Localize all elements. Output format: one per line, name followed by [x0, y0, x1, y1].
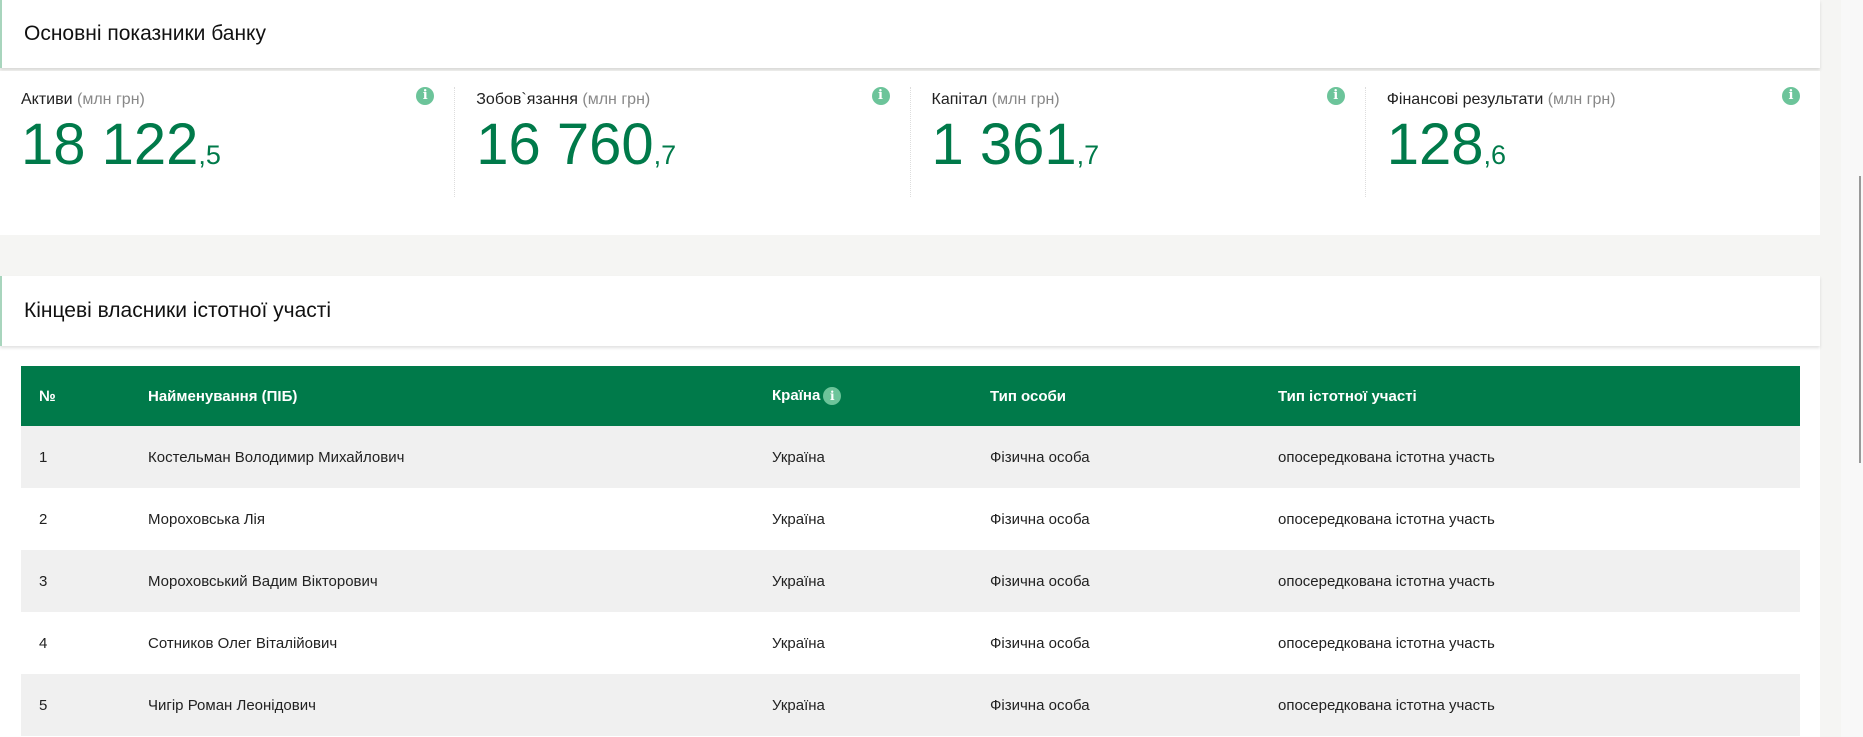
- cell-name: Сотников Олег Віталійович: [148, 634, 338, 652]
- col-name: Найменування (ПІБ): [148, 366, 772, 426]
- table-row: 5 Чигір Роман Леонідович Україна Фізична ос…: [21, 674, 1800, 736]
- table-row: 3 Мороховський Вадим Вікторович Україна Фіз…: [21, 550, 1800, 612]
- cell-number: 5: [21, 674, 148, 736]
- cell-number: 4: [39, 634, 48, 652]
- info-icon[interactable]: i: [416, 87, 435, 105]
- cell-country: Україна: [772, 550, 990, 612]
- col-person-type: Тип особи: [990, 366, 1278, 426]
- col-country: Країна i: [772, 366, 990, 426]
- metric-unit: (млн грн): [1547, 91, 1616, 108]
- metric-liabilities: Зобов`язання (млн грн) 16 760,7 i: [454, 87, 909, 197]
- cell-participation-type: опосередкована істотна участь: [1278, 426, 1800, 488]
- metrics-panel: Активи (млн грн) 18 122,5 i Зобов`язання…: [0, 71, 1820, 235]
- metric-decimal: ,5: [198, 140, 221, 170]
- cell-name: Костельман Володимир Михайлович: [148, 426, 772, 488]
- cell-participation-type: опосередкована істотна участь: [1278, 510, 1495, 528]
- cell-name: Мороховська Лія: [148, 510, 266, 528]
- info-icon[interactable]: i: [823, 387, 842, 406]
- cell-country: Україна: [772, 426, 990, 488]
- metric-label: Активи: [21, 91, 73, 108]
- metric-label: Фінансові результати: [1386, 91, 1544, 108]
- metric-decimal: ,7: [653, 140, 677, 170]
- col-country-label: Країна: [772, 386, 821, 404]
- owners-table: № Найменування (ПІБ) Країна i Тип особи Т…: [21, 366, 1800, 736]
- cell-person-type: Фізична особа: [990, 510, 1090, 528]
- owners-card: Кінцеві власники істотної участі № Найме…: [0, 276, 1820, 737]
- metric-assets: Активи (млн грн) 18 122,5 i: [0, 87, 454, 197]
- metric-unit: (млн грн): [991, 91, 1060, 108]
- cell-country: Україна: [772, 634, 825, 652]
- metric-decimal: ,7: [1076, 140, 1100, 170]
- table-row: 2 Мороховська Лія Україна Фізична особа опос…: [21, 488, 1800, 550]
- cell-number: 3: [21, 550, 148, 612]
- section-title: Основні показники банку: [0, 0, 1820, 68]
- section-title: Кінцеві власники істотної участі: [0, 276, 1820, 346]
- cell-person-type: Фізична особа: [990, 426, 1278, 488]
- metric-decimal: ,6: [1483, 140, 1507, 170]
- metric-label: Капітал: [931, 91, 988, 108]
- metric-unit: (млн грн): [77, 91, 145, 108]
- table-row: 4 Сотников Олег Віталійович Україна Фізична…: [21, 612, 1800, 674]
- cell-number: 1: [21, 426, 148, 488]
- cell-country: Україна: [772, 674, 990, 736]
- table-row: 1 Костельман Володимир Михайлович Україна Ф…: [21, 426, 1800, 488]
- metric-label: Зобов`язання: [476, 91, 578, 108]
- metric-value: 128: [1386, 112, 1484, 177]
- cell-person-type: Фізична особа: [990, 674, 1278, 736]
- cell-number: 2: [39, 510, 48, 528]
- scrollbar[interactable]: [1841, 0, 1863, 737]
- metric-value: 16 760: [476, 112, 654, 177]
- scrollbar-thumb[interactable]: [1859, 176, 1861, 463]
- main-indicators-card: Основні показники банку: [0, 0, 1820, 68]
- metric-financial-results: Фінансові результати (млн грн) 128,6 i: [1364, 87, 1820, 197]
- col-participation-type: Тип істотної участі: [1278, 366, 1800, 426]
- cell-name: Чигір Роман Леонідович: [148, 674, 772, 736]
- cell-person-type: Фізична особа: [990, 634, 1090, 652]
- cell-person-type: Фізична особа: [990, 550, 1278, 612]
- table-header: № Найменування (ПІБ) Країна i Тип особи Т…: [21, 366, 1800, 426]
- metric-value: 18 122: [21, 112, 199, 177]
- info-icon[interactable]: i: [1326, 87, 1345, 105]
- info-icon[interactable]: i: [871, 87, 890, 105]
- col-number: №: [21, 366, 148, 426]
- cell-name: Мороховський Вадим Вікторович: [148, 550, 772, 612]
- metric-value: 1 361: [931, 112, 1077, 177]
- cell-participation-type: опосередкована істотна участь: [1278, 634, 1495, 652]
- cell-country: Україна: [772, 510, 825, 528]
- metric-unit: (млн грн): [582, 91, 651, 108]
- cell-participation-type: опосередкована істотна участь: [1278, 674, 1800, 736]
- cell-participation-type: опосередкована істотна участь: [1278, 550, 1800, 612]
- metric-capital: Капітал (млн грн) 1 361,7 i: [909, 87, 1365, 197]
- info-icon[interactable]: i: [1782, 87, 1800, 105]
